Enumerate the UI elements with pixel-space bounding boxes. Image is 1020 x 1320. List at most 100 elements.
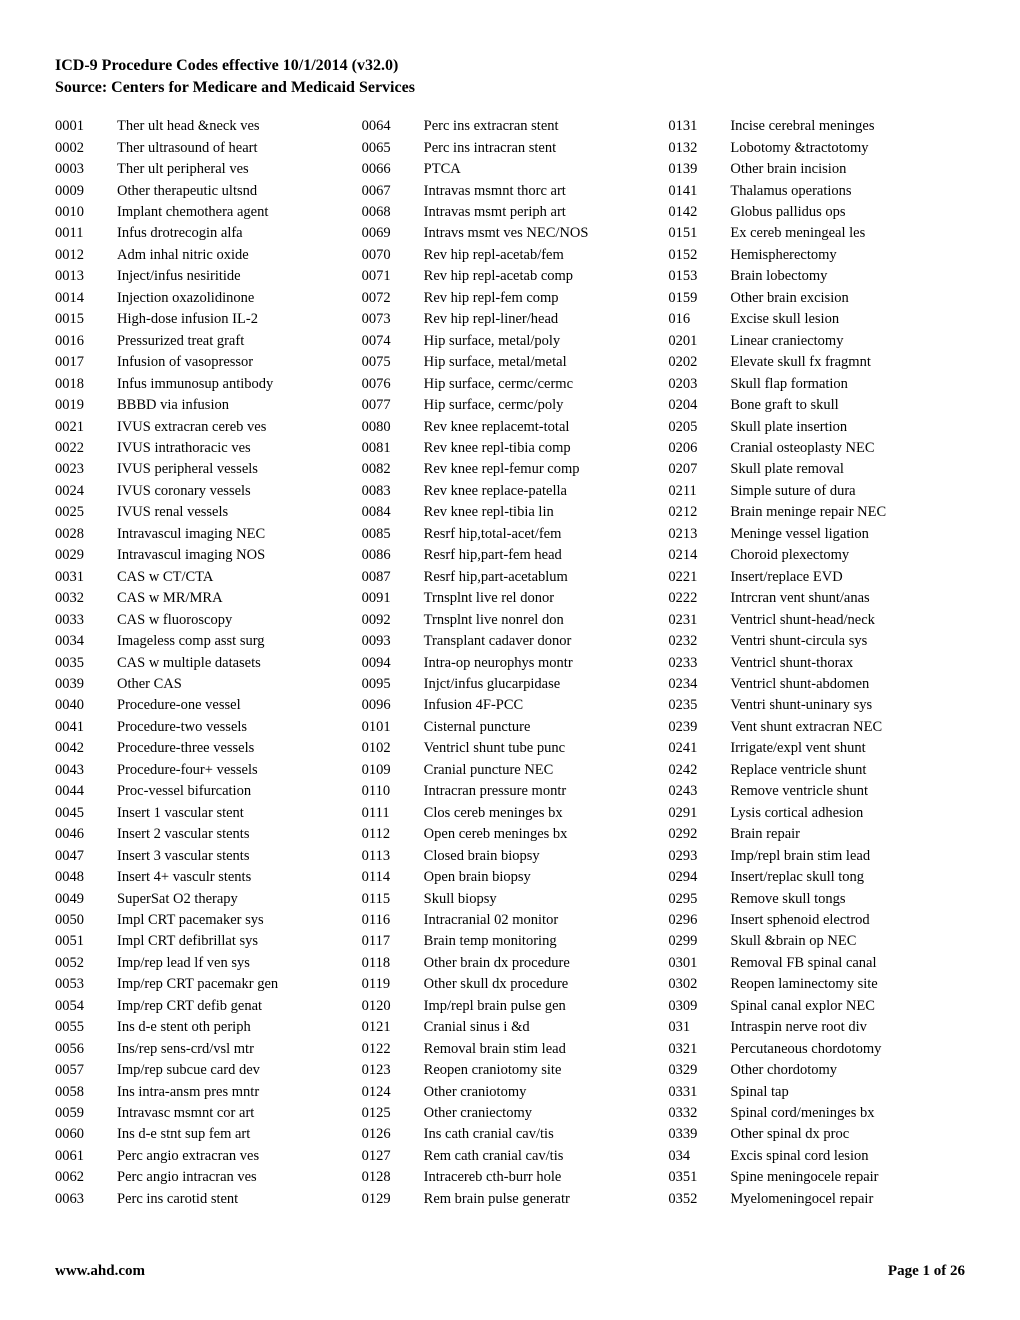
- code-row: 0242Replace ventricle shunt: [668, 760, 965, 781]
- code-row: 0152Hemispherectomy: [668, 245, 965, 266]
- procedure-code: 0204: [668, 395, 720, 416]
- code-row: 0048Insert 4+ vasculr stents: [55, 867, 352, 888]
- code-row: 0084Rev knee repl-tibia lin: [362, 502, 659, 523]
- procedure-code: 0231: [668, 610, 720, 631]
- procedure-desc: Intravasc msmnt cor art: [107, 1103, 352, 1124]
- procedure-desc: Intracran pressure montr: [414, 781, 659, 802]
- procedure-desc: Insert/replac skull tong: [720, 867, 965, 888]
- code-row: 0125Other craniectomy: [362, 1103, 659, 1124]
- procedure-code: 0087: [362, 567, 414, 588]
- code-row: 0239Vent shunt extracran NEC: [668, 717, 965, 738]
- code-row: 0091Trnsplnt live rel donor: [362, 588, 659, 609]
- code-row: 0118Other brain dx procedure: [362, 953, 659, 974]
- procedure-code: 0110: [362, 781, 414, 802]
- procedure-desc: Rev hip repl-liner/head: [414, 309, 659, 330]
- procedure-desc: Myelomeningocel repair: [720, 1189, 965, 1210]
- procedure-desc: Rev hip repl-acetab/fem: [414, 245, 659, 266]
- procedure-code: 0009: [55, 181, 107, 202]
- procedure-desc: Elevate skull fx fragmnt: [720, 352, 965, 373]
- procedure-desc: Spinal tap: [720, 1082, 965, 1103]
- procedure-desc: Ther ult head &neck ves: [107, 116, 352, 137]
- procedure-desc: Intravs msmt ves NEC/NOS: [414, 223, 659, 244]
- code-row: 0201Linear craniectomy: [668, 331, 965, 352]
- procedure-desc: PTCA: [414, 159, 659, 180]
- procedure-code: 031: [668, 1017, 720, 1038]
- code-row: 0294Insert/replac skull tong: [668, 867, 965, 888]
- procedure-code: 034: [668, 1146, 720, 1167]
- procedure-desc: Impl CRT pacemaker sys: [107, 910, 352, 931]
- procedure-code: 0040: [55, 695, 107, 716]
- code-row: 0017Infusion of vasopressor: [55, 352, 352, 373]
- procedure-code: 0061: [55, 1146, 107, 1167]
- procedure-code: 0309: [668, 996, 720, 1017]
- code-row: 0080Rev knee replacemt-total: [362, 417, 659, 438]
- code-row: 0029Intravascul imaging NOS: [55, 545, 352, 566]
- procedure-code: 0012: [55, 245, 107, 266]
- procedure-desc: Open cereb meninges bx: [414, 824, 659, 845]
- procedure-code: 0202: [668, 352, 720, 373]
- code-row: 0117Brain temp monitoring: [362, 931, 659, 952]
- procedure-desc: Remove skull tongs: [720, 889, 965, 910]
- procedure-desc: Brain temp monitoring: [414, 931, 659, 952]
- code-row: 0214Choroid plexectomy: [668, 545, 965, 566]
- code-row: 0111Clos cereb meninges bx: [362, 803, 659, 824]
- code-row: 0159Other brain excision: [668, 288, 965, 309]
- procedure-code: 0042: [55, 738, 107, 759]
- code-row: 0047Insert 3 vascular stents: [55, 846, 352, 867]
- procedure-code: 0301: [668, 953, 720, 974]
- procedure-desc: Perc ins extracran stent: [414, 116, 659, 137]
- code-row: 0293Imp/repl brain stim lead: [668, 846, 965, 867]
- procedure-desc: Ins/rep sens-crd/vsl mtr: [107, 1039, 352, 1060]
- column-2: 0064Perc ins extracran stent0065Perc ins…: [362, 116, 659, 1210]
- code-row: 0051Impl CRT defibrillat sys: [55, 931, 352, 952]
- procedure-code: 0092: [362, 610, 414, 631]
- procedure-code: 0055: [55, 1017, 107, 1038]
- procedure-code: 0294: [668, 867, 720, 888]
- procedure-desc: Replace ventricle shunt: [720, 760, 965, 781]
- code-row: 0206Cranial osteoplasty NEC: [668, 438, 965, 459]
- code-row: 0063Perc ins carotid stent: [55, 1189, 352, 1210]
- procedure-desc: Rev hip repl-acetab comp: [414, 266, 659, 287]
- procedure-code: 0064: [362, 116, 414, 137]
- procedure-code: 0152: [668, 245, 720, 266]
- procedure-desc: Cranial sinus i &d: [414, 1017, 659, 1038]
- code-row: 0035CAS w multiple datasets: [55, 653, 352, 674]
- procedure-desc: Cisternal puncture: [414, 717, 659, 738]
- procedure-code: 0125: [362, 1103, 414, 1124]
- procedure-code: 0016: [55, 331, 107, 352]
- code-row: 0332Spinal cord/meninges bx: [668, 1103, 965, 1124]
- procedure-code: 0067: [362, 181, 414, 202]
- procedure-code: 0066: [362, 159, 414, 180]
- procedure-desc: Brain lobectomy: [720, 266, 965, 287]
- procedure-desc: Other brain dx procedure: [414, 953, 659, 974]
- code-row: 0101Cisternal puncture: [362, 717, 659, 738]
- procedure-desc: Closed brain biopsy: [414, 846, 659, 867]
- procedure-desc: Imp/rep subcue card dev: [107, 1060, 352, 1081]
- procedure-code: 0011: [55, 223, 107, 244]
- code-row: 0123Reopen craniotomy site: [362, 1060, 659, 1081]
- code-row: 0110Intracran pressure montr: [362, 781, 659, 802]
- code-row: 0022IVUS intrathoracic ves: [55, 438, 352, 459]
- procedure-desc: Insert 2 vascular stents: [107, 824, 352, 845]
- procedure-code: 0331: [668, 1082, 720, 1103]
- code-row: 0211Simple suture of dura: [668, 481, 965, 502]
- procedure-desc: Reopen laminectomy site: [720, 974, 965, 995]
- procedure-desc: Rem brain pulse generatr: [414, 1189, 659, 1210]
- code-row: 0040Procedure-one vessel: [55, 695, 352, 716]
- code-row: 0055Ins d-e stent oth periph: [55, 1017, 352, 1038]
- procedure-desc: Vent shunt extracran NEC: [720, 717, 965, 738]
- procedure-code: 0043: [55, 760, 107, 781]
- code-row: 0059Intravasc msmnt cor art: [55, 1103, 352, 1124]
- procedure-desc: Procedure-two vessels: [107, 717, 352, 738]
- procedure-desc: Open brain biopsy: [414, 867, 659, 888]
- procedure-code: 0329: [668, 1060, 720, 1081]
- procedure-desc: Hip surface, cermc/cermc: [414, 374, 659, 395]
- code-row: 0075Hip surface, metal/metal: [362, 352, 659, 373]
- procedure-desc: Skull plate insertion: [720, 417, 965, 438]
- code-row: 0070Rev hip repl-acetab/fem: [362, 245, 659, 266]
- code-row: 0050Impl CRT pacemaker sys: [55, 910, 352, 931]
- procedure-desc: Infus immunosup antibody: [107, 374, 352, 395]
- procedure-code: 0031: [55, 567, 107, 588]
- procedure-desc: Resrf hip,total-acet/fem: [414, 524, 659, 545]
- procedure-desc: Removal brain stim lead: [414, 1039, 659, 1060]
